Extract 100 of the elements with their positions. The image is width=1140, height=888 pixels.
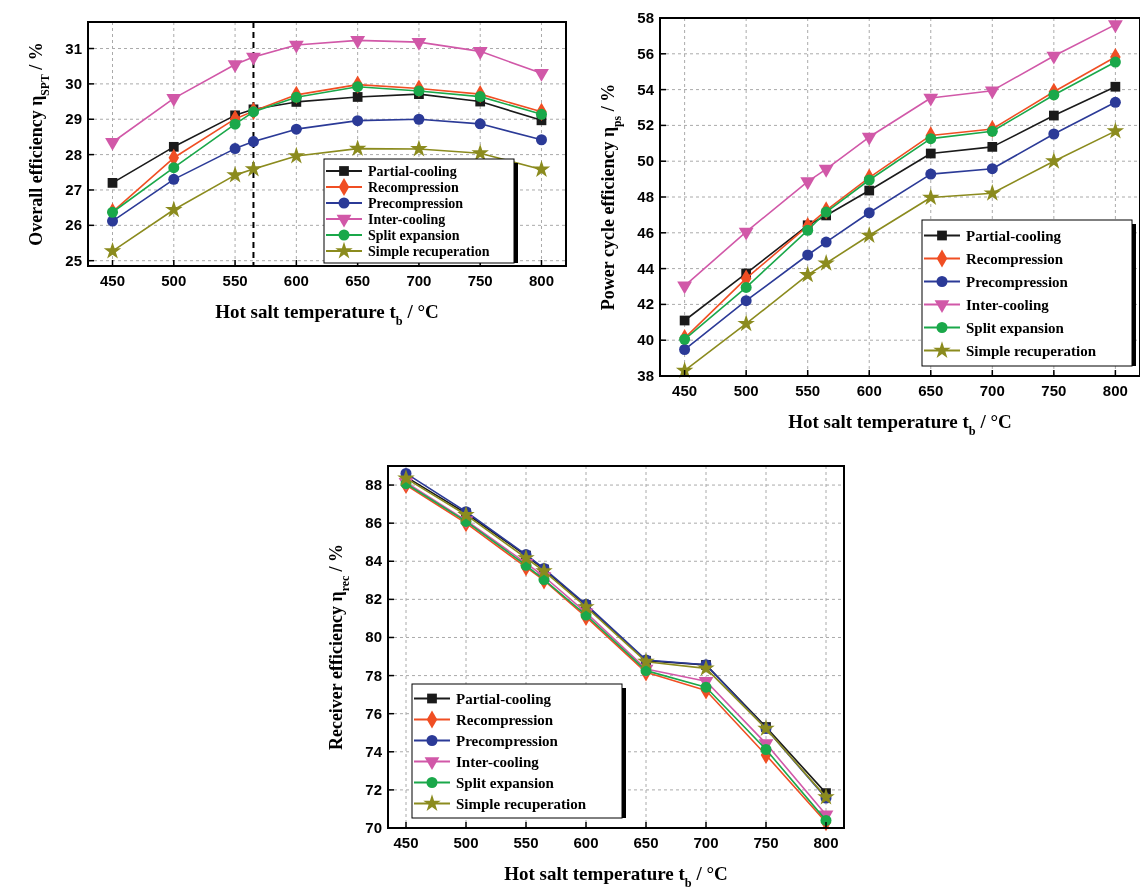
point bbox=[802, 249, 814, 261]
point bbox=[1048, 128, 1060, 140]
point bbox=[863, 174, 875, 186]
x-tick-label: 700 bbox=[693, 834, 719, 851]
y-tick-label: 86 bbox=[365, 514, 382, 532]
point bbox=[534, 69, 549, 82]
point bbox=[471, 144, 489, 161]
x-tick-label: 750 bbox=[753, 834, 779, 851]
point bbox=[410, 139, 428, 157]
point bbox=[700, 681, 712, 693]
point bbox=[352, 81, 364, 93]
legend-label: Recompression bbox=[368, 180, 459, 195]
point bbox=[984, 86, 1000, 100]
point bbox=[577, 597, 595, 615]
point bbox=[983, 184, 1002, 201]
point bbox=[165, 200, 183, 218]
point bbox=[798, 265, 817, 283]
point bbox=[863, 207, 875, 219]
point bbox=[287, 146, 306, 164]
x-tick-label: 450 bbox=[672, 382, 698, 399]
y-tick-label: 78 bbox=[365, 666, 382, 684]
point bbox=[1048, 110, 1059, 121]
point bbox=[864, 185, 875, 196]
point bbox=[105, 137, 120, 151]
point bbox=[413, 113, 425, 125]
x-tick-label: 700 bbox=[406, 272, 432, 289]
y-tick-label: 42 bbox=[637, 295, 654, 313]
point bbox=[103, 241, 122, 259]
point bbox=[820, 206, 832, 218]
x-tick-label: 550 bbox=[222, 272, 248, 289]
point bbox=[1046, 51, 1062, 65]
point bbox=[413, 85, 425, 97]
point bbox=[1109, 56, 1121, 68]
point bbox=[532, 160, 551, 177]
legend-label: Partial-cooling bbox=[368, 164, 457, 179]
point bbox=[397, 469, 415, 486]
legend-label: Recompression bbox=[966, 250, 1064, 267]
point bbox=[107, 206, 119, 218]
legend-label: Inter-cooling bbox=[456, 753, 540, 770]
x-tick-label: 750 bbox=[467, 272, 493, 289]
point bbox=[290, 91, 302, 103]
y-tick-label: 40 bbox=[637, 331, 654, 349]
point bbox=[352, 115, 364, 127]
legend-label: Partial-cooling bbox=[456, 690, 552, 707]
point bbox=[1106, 121, 1125, 139]
y-tick-label: 70 bbox=[365, 819, 382, 836]
legend-label: Simple recuperation bbox=[368, 244, 490, 259]
point bbox=[1048, 89, 1060, 101]
legend-label: Precompression bbox=[456, 732, 559, 749]
legend-label: Inter-cooling bbox=[368, 212, 446, 227]
point bbox=[535, 134, 547, 146]
x-tick-label: 800 bbox=[813, 834, 839, 851]
point bbox=[986, 125, 998, 137]
point bbox=[411, 37, 427, 51]
x-tick-label: 500 bbox=[453, 834, 479, 851]
x-tick-label: 550 bbox=[795, 382, 821, 399]
legend-label: Split expansion bbox=[368, 228, 460, 243]
point bbox=[350, 36, 366, 49]
point bbox=[1109, 96, 1121, 108]
y-tick-label: 44 bbox=[637, 259, 655, 277]
point bbox=[247, 136, 259, 148]
x-tick-label: 800 bbox=[1102, 382, 1128, 399]
legend-label: Split expansion bbox=[966, 319, 1065, 336]
x-tick-label: 700 bbox=[979, 382, 1005, 399]
point bbox=[757, 719, 775, 736]
point bbox=[168, 141, 179, 152]
y-tick-label: 27 bbox=[65, 180, 82, 198]
point bbox=[288, 40, 304, 54]
y-tick-label: 46 bbox=[637, 223, 654, 241]
y-tick-label: 30 bbox=[65, 74, 82, 92]
point bbox=[760, 744, 772, 755]
x-tick-label: 600 bbox=[856, 382, 882, 399]
point bbox=[925, 168, 937, 180]
point bbox=[472, 47, 488, 60]
point bbox=[517, 548, 535, 566]
point bbox=[679, 333, 691, 345]
legend-label: Precompression bbox=[368, 196, 464, 211]
point bbox=[535, 561, 553, 579]
point bbox=[229, 118, 241, 130]
point bbox=[740, 295, 752, 307]
x-tick-label: 550 bbox=[513, 834, 539, 851]
y-tick-label: 58 bbox=[637, 9, 654, 26]
y-tick-label: 80 bbox=[365, 628, 382, 646]
point bbox=[107, 178, 118, 188]
legend-label: Recompression bbox=[456, 711, 554, 728]
point bbox=[679, 344, 691, 355]
y-tick-label: 82 bbox=[365, 590, 382, 608]
point bbox=[168, 173, 180, 185]
x-tick-label: 500 bbox=[733, 382, 759, 399]
y-tick-label: 48 bbox=[637, 188, 654, 205]
point bbox=[818, 164, 834, 178]
point bbox=[352, 92, 363, 102]
y-tick-label: 76 bbox=[365, 704, 382, 722]
y-tick-label: 88 bbox=[365, 476, 382, 494]
point bbox=[802, 224, 814, 236]
point bbox=[1107, 20, 1123, 34]
point bbox=[226, 165, 244, 183]
legend-label: Partial-cooling bbox=[966, 227, 1062, 244]
y-tick-label: 56 bbox=[637, 44, 654, 62]
point bbox=[860, 226, 878, 243]
